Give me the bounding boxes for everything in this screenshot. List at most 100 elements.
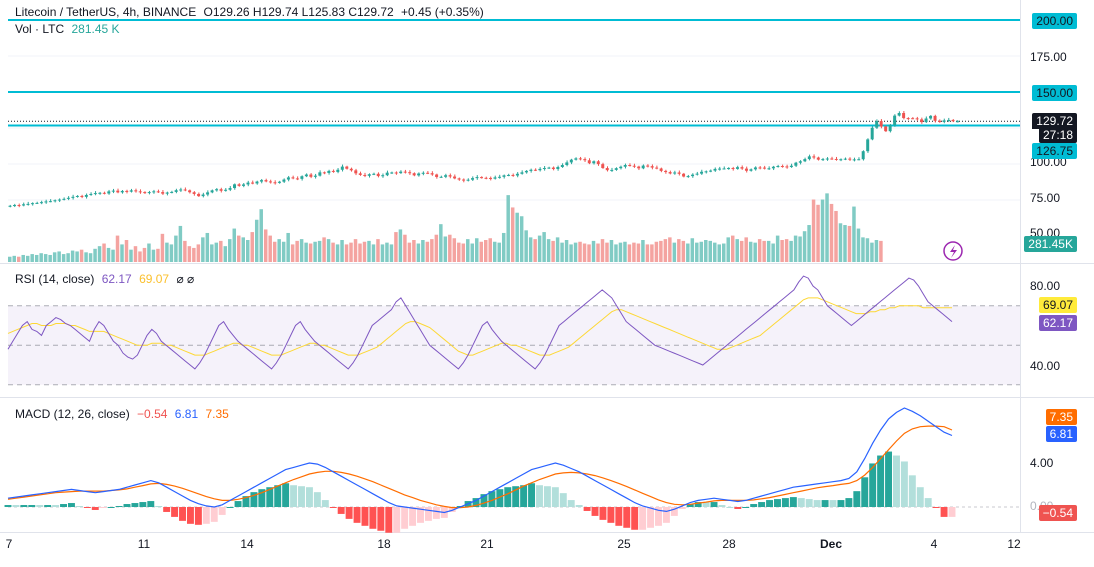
- macd-histogram-bar: [908, 475, 916, 507]
- candle: [291, 175, 295, 180]
- candle: [107, 189, 111, 195]
- candle-body: [686, 176, 690, 178]
- candle: [839, 158, 843, 162]
- candle: [529, 168, 533, 173]
- candle: [776, 164, 780, 168]
- candle: [911, 117, 915, 120]
- candle: [448, 173, 452, 179]
- candle-body: [655, 167, 659, 169]
- candle: [632, 163, 636, 168]
- candle-body: [816, 157, 820, 160]
- volume-bar: [16, 256, 21, 262]
- candle-body: [515, 173, 519, 176]
- macd-histogram-bar: [337, 507, 345, 514]
- macd-histogram-bar: [472, 498, 480, 507]
- candle-body: [385, 172, 389, 176]
- hline-label-12675[interactable]: 126.75: [1032, 143, 1077, 159]
- volume-bar: [847, 225, 852, 262]
- hline-label-200[interactable]: 200.00: [1032, 13, 1077, 29]
- candle-body: [457, 178, 461, 180]
- macd-histogram-bar: [4, 505, 12, 507]
- macd-histogram-bar: [821, 500, 829, 507]
- candle-body: [628, 165, 632, 167]
- volume-bar: [501, 232, 506, 262]
- volume-bar: [870, 242, 874, 262]
- volume-label: Vol · LTC: [15, 22, 65, 36]
- candle: [938, 119, 942, 123]
- volume-bar: [192, 247, 196, 262]
- volume-bar: [825, 193, 829, 262]
- candle: [417, 172, 421, 177]
- candle: [677, 170, 681, 176]
- candle-body: [771, 166, 775, 169]
- volume-bar: [165, 242, 169, 262]
- volume-bar: [250, 232, 254, 262]
- time-tick: 12: [1007, 537, 1021, 551]
- candle-body: [480, 177, 483, 179]
- candle-body: [313, 175, 317, 177]
- volume-bar: [793, 235, 798, 262]
- volume-bar: [789, 240, 793, 262]
- hline-label-150[interactable]: 150.00: [1032, 85, 1077, 101]
- volume-bar: [25, 255, 30, 262]
- candle: [264, 178, 268, 183]
- candle: [830, 156, 834, 160]
- candle: [313, 173, 317, 179]
- volume-bar: [443, 236, 448, 262]
- volume-bar: [632, 242, 636, 262]
- rsi-title: RSI (14, close): [15, 272, 95, 286]
- candle: [749, 168, 753, 172]
- chart-header: Litecoin / TetherUS, 4h, BINANCE O129.26…: [15, 5, 488, 19]
- time-tick: 18: [377, 537, 391, 551]
- visibility-icon[interactable]: ⌀ ⌀: [176, 272, 195, 286]
- volume-bar: [519, 216, 524, 262]
- candle: [843, 157, 847, 161]
- macd-histogram-bar: [385, 507, 393, 533]
- candle-body: [26, 203, 30, 205]
- candle: [363, 172, 367, 178]
- macd-histogram-bar: [210, 507, 218, 522]
- candle-body: [951, 119, 955, 122]
- candle: [480, 176, 483, 179]
- candle: [794, 161, 798, 168]
- candle-body: [691, 174, 695, 177]
- candle: [224, 188, 228, 192]
- candle: [286, 175, 290, 182]
- macd-histogram-bar: [797, 498, 805, 507]
- candle: [731, 166, 735, 171]
- volume-bar: [331, 242, 335, 262]
- macd-title: MACD (12, 26, close): [15, 407, 130, 421]
- current-price-label: 129.72: [1032, 113, 1077, 129]
- candle-body: [165, 192, 169, 194]
- candle: [524, 170, 528, 174]
- candle: [188, 189, 192, 194]
- candle: [210, 189, 214, 194]
- candle-body: [695, 173, 699, 175]
- candle: [497, 174, 501, 179]
- candle: [242, 183, 245, 188]
- candle-body: [884, 126, 888, 132]
- candle: [367, 173, 371, 178]
- candle-body: [794, 162, 798, 166]
- macd-histogram-bar: [551, 487, 559, 507]
- candle-body: [933, 115, 937, 121]
- candle-body: [637, 166, 641, 169]
- volume-bar: [79, 249, 84, 262]
- volume-bar: [546, 239, 551, 262]
- volume-bar: [290, 244, 295, 262]
- macd-histogram-bar: [139, 502, 147, 507]
- volume-bar: [636, 243, 641, 262]
- rsi-tick: 80.00: [1030, 279, 1061, 293]
- volume-bar: [506, 195, 510, 262]
- candle-body: [138, 191, 142, 193]
- candle: [547, 166, 551, 169]
- candle-body: [304, 174, 308, 177]
- candle: [762, 165, 766, 170]
- macd-histogram-bar: [694, 502, 702, 507]
- candle: [601, 162, 605, 169]
- candle: [318, 170, 322, 177]
- macd-histogram-bar: [409, 507, 417, 526]
- macd-histogram-bar: [623, 507, 631, 528]
- candle-body: [219, 189, 223, 191]
